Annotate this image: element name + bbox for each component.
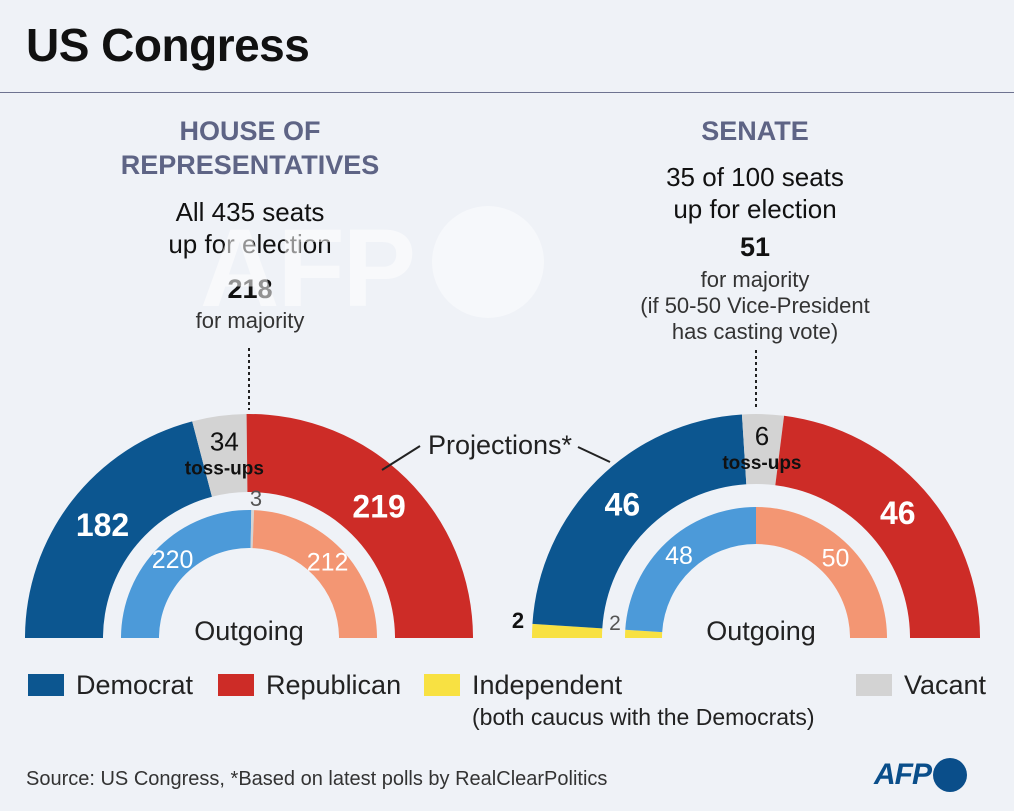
legend-democrat-label: Democrat (76, 669, 194, 700)
senate-heading: SENATE (701, 116, 809, 146)
legend-independent: Independent (424, 668, 622, 702)
projections-leader-right (577, 446, 611, 463)
house-outgoing-democrat-label: 220 (152, 546, 194, 574)
senate-outgoing-independent-label: 2 (609, 612, 621, 635)
legend-democrat: Democrat (28, 668, 193, 702)
house-seats-line2: up for election (168, 229, 332, 259)
independent-swatch (424, 674, 460, 696)
afp-logo: AFP (874, 758, 967, 792)
senate-outgoing-independent-segment (625, 629, 663, 638)
legend-republican-label: Republican (266, 669, 402, 700)
house-projections-republican-label: 219 (352, 488, 405, 524)
house-outgoing-democrat-segment (121, 510, 252, 638)
page-title: US Congress (26, 19, 310, 71)
house-seats-text: All 435 seats up for election (60, 196, 440, 260)
senate-projections-independent-segment (532, 623, 603, 638)
legend-republican: Republican (218, 668, 401, 702)
senate-majority-number: 51 (739, 232, 771, 262)
legend-vacant-label: Vacant (904, 669, 987, 700)
senate-note-line2: has casting vote) (671, 319, 839, 344)
house-outgoing-vacant-segment (250, 510, 255, 549)
senate-seats-line2: up for election (673, 194, 837, 224)
senate-outgoing-label: Outgoing (706, 616, 816, 646)
senate-majority-text: for majority (if 50-50 Vice-President ha… (580, 267, 930, 345)
house-projections-democrat-label: 182 (76, 507, 129, 543)
house-projections-democrat-segment (25, 421, 212, 638)
house-heading-line1: HOUSE OF (179, 116, 321, 146)
house-projections-republican-segment (246, 414, 473, 638)
senate-projections-toss-ups-segment (741, 414, 785, 486)
senate-projections-toss-ups-label: 6 (755, 421, 769, 451)
afp-logo-dot (933, 758, 967, 792)
house-outgoing-republican-segment (252, 510, 377, 638)
house-majority-label: for majority (195, 308, 305, 333)
legend-independent-label: Independent (472, 669, 623, 700)
house-heading: HOUSE OF REPRESENTATIVES (60, 114, 440, 182)
senate-projections-republican-segment (775, 415, 980, 638)
vacant-swatch (856, 674, 892, 696)
senate-note-line1: (if 50-50 Vice-President (640, 293, 870, 318)
senate-majority-label: for majority (700, 267, 810, 292)
senate-projections-democrat-segment (532, 414, 747, 629)
source-note: Source: US Congress, *Based on latest po… (26, 768, 608, 790)
senate-outgoing-democrat-label: 48 (665, 542, 693, 570)
afp-logo-text: AFP (874, 758, 932, 791)
projections-leader-left (381, 445, 421, 471)
senate-outgoing-republican-segment (756, 507, 887, 638)
house-majority-number: 218 (227, 274, 273, 304)
projections-label: Projections* (428, 430, 573, 460)
senate-seats-text: 35 of 100 seats up for election (605, 161, 905, 225)
senate-outgoing-republican-label: 50 (822, 544, 850, 572)
senate-seats-line1: 35 of 100 seats (666, 162, 844, 192)
house-projections-toss-ups-segment (192, 414, 248, 497)
republican-swatch (218, 674, 254, 696)
legend-vacant: Vacant (856, 668, 986, 702)
senate-tossups-caption: toss-ups (722, 453, 801, 474)
house-outgoing-vacant-label: 3 (250, 486, 262, 511)
senate-projections-republican-label: 46 (880, 495, 916, 531)
house-projections-toss-ups-label: 34 (210, 427, 239, 457)
title-divider (0, 92, 1014, 93)
senate-projections-democrat-label: 46 (605, 486, 641, 522)
house-outgoing-label: Outgoing (194, 616, 304, 646)
house-heading-line2: REPRESENTATIVES (120, 150, 380, 180)
senate-outgoing-democrat-segment (625, 507, 756, 633)
senate-projections-independent-label: 2 (512, 608, 524, 633)
democrat-swatch (28, 674, 64, 696)
house-tossups-caption: toss-ups (185, 459, 264, 480)
house-seats-line1: All 435 seats (175, 197, 325, 227)
house-outgoing-republican-label: 212 (307, 548, 349, 576)
legend-independent-note: (both caucus with the Democrats) (472, 704, 815, 730)
